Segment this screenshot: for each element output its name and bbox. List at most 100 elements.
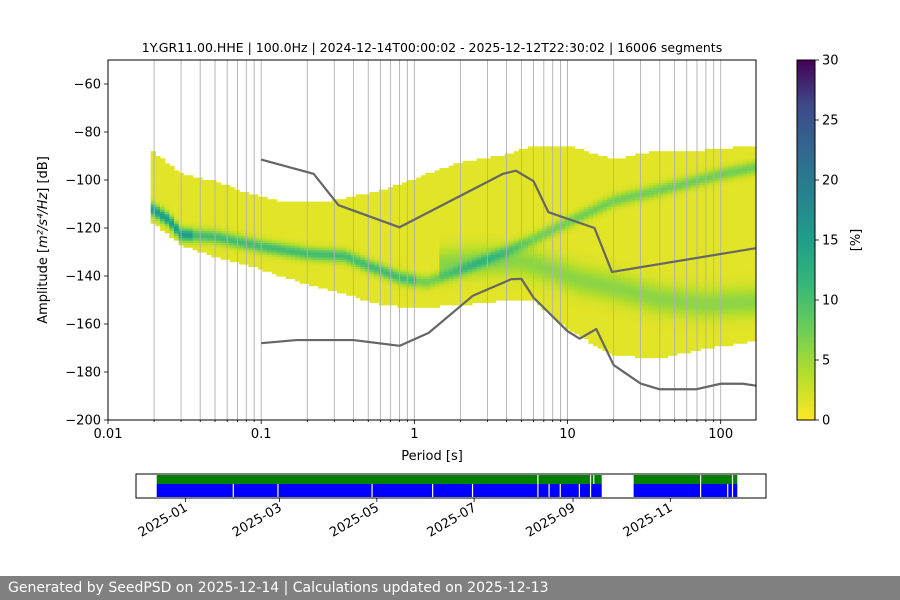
heatmap-cell	[392, 206, 399, 210]
heatmap-cell	[318, 204, 324, 207]
heatmap-cell	[495, 192, 501, 195]
heatmap-cell	[471, 204, 478, 207]
heatmap-cell	[495, 235, 501, 239]
heatmap-cell	[593, 225, 599, 229]
heatmap-cell	[616, 201, 622, 205]
heatmap-cell	[369, 230, 375, 234]
heatmap-cell	[453, 271, 459, 275]
heatmap-cell	[583, 266, 589, 270]
heatmap-cell	[327, 273, 333, 277]
heatmap-cell	[532, 276, 538, 279]
heatmap-cell	[262, 264, 268, 267]
heatmap-cell	[397, 261, 403, 265]
heatmap-cell	[187, 208, 194, 212]
heatmap-cell	[239, 206, 245, 210]
heatmap-cell	[444, 295, 450, 299]
heatmap-cell	[602, 172, 608, 176]
heatmap-cell	[295, 268, 301, 272]
heatmap-cell	[253, 208, 259, 212]
heatmap-cell	[555, 168, 562, 171]
heatmap-cell	[374, 249, 380, 253]
heatmap-cell	[495, 261, 501, 265]
heatmap-cell	[583, 232, 589, 236]
heatmap-cell	[560, 271, 566, 275]
heatmap-cell	[551, 273, 557, 277]
heatmap-cell	[471, 254, 478, 258]
heatmap-cell	[593, 158, 599, 162]
heatmap-cell	[583, 156, 589, 159]
heatmap-cell	[495, 237, 501, 241]
heatmap-cell	[583, 180, 589, 183]
heatmap-cell	[593, 170, 599, 174]
heatmap-cell	[607, 192, 613, 195]
heatmap-cell	[527, 165, 534, 169]
heatmap-cell	[425, 256, 431, 260]
heatmap-cell	[509, 259, 515, 263]
heatmap-cell	[383, 240, 389, 243]
heatmap-cell	[504, 194, 510, 198]
heatmap-cell	[579, 249, 585, 253]
heatmap-cell	[453, 288, 459, 291]
heatmap-cell	[471, 283, 478, 287]
heatmap-cell	[378, 189, 385, 193]
heatmap-cell	[513, 271, 520, 275]
heatmap-cell	[150, 206, 156, 210]
heatmap-cell	[523, 225, 529, 229]
heatmap-cell	[532, 292, 538, 296]
heatmap-cell	[262, 261, 268, 265]
heatmap-cell	[555, 249, 562, 253]
heatmap-cell	[611, 223, 617, 227]
heatmap-cell	[150, 199, 156, 203]
heatmap-cell	[504, 156, 510, 159]
heatmap-cell	[327, 259, 333, 263]
heatmap-cell	[416, 192, 422, 195]
heatmap-cell	[155, 192, 161, 195]
heatmap-cell	[597, 196, 603, 200]
heatmap-cell	[597, 324, 603, 327]
heatmap-cell	[499, 182, 506, 186]
heatmap-cell	[271, 208, 278, 212]
heatmap-cell	[434, 194, 440, 198]
heatmap-cell	[439, 280, 445, 284]
heatmap-cell	[607, 223, 613, 227]
heatmap-cell	[602, 177, 608, 181]
heatmap-cell	[271, 271, 278, 275]
heatmap-cell	[504, 177, 510, 181]
heatmap-cell	[374, 201, 380, 205]
heatmap-cell	[327, 280, 333, 284]
heatmap-cell	[597, 280, 603, 284]
heatmap-cell	[611, 340, 617, 344]
heatmap-cell	[588, 213, 594, 217]
heatmap-cell	[453, 211, 459, 215]
heatmap-cell	[523, 151, 529, 155]
heatmap-cell	[402, 218, 408, 222]
heatmap-cell	[541, 235, 548, 239]
heatmap-cell	[602, 271, 608, 275]
heatmap-cell	[290, 240, 296, 243]
heatmap-cell	[229, 240, 236, 243]
heatmap-cell	[523, 230, 529, 234]
heatmap-cell	[555, 156, 562, 159]
heatmap-cell	[593, 254, 599, 258]
heatmap-cell	[537, 196, 543, 200]
heatmap-cell	[537, 292, 543, 296]
heatmap-cell	[611, 290, 617, 294]
heatmap-cell	[471, 172, 478, 176]
heatmap-cell	[462, 276, 468, 279]
heatmap-cell	[309, 232, 315, 236]
heatmap-cell	[527, 240, 534, 243]
heatmap-cell	[555, 175, 562, 179]
heatmap-cell	[448, 230, 454, 234]
heatmap-cell	[490, 220, 496, 224]
heatmap-cell	[192, 187, 198, 191]
heatmap-cell	[509, 261, 515, 265]
heatmap-cell	[602, 208, 608, 212]
heatmap-cell	[593, 201, 599, 205]
heatmap-cell	[532, 148, 538, 152]
heatmap-cell	[504, 249, 510, 253]
heatmap-cell	[551, 244, 557, 248]
heatmap-cell	[295, 237, 301, 241]
heatmap-cell	[383, 259, 389, 263]
heatmap-cell	[262, 220, 268, 224]
heatmap-cell	[588, 273, 594, 277]
